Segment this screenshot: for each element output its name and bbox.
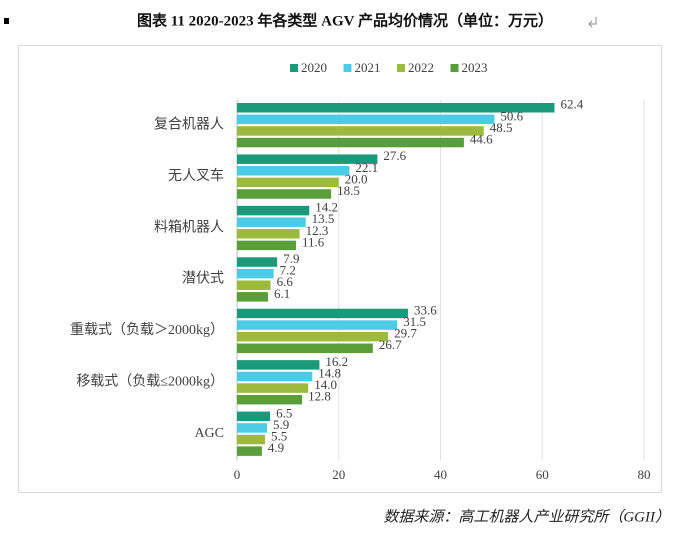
- value-label: 5.5: [271, 429, 287, 444]
- value-label: 6.5: [276, 405, 292, 420]
- value-label: 4.9: [268, 440, 284, 455]
- bar: [237, 268, 274, 279]
- legend-label: 2021: [355, 60, 381, 75]
- bar: [237, 360, 320, 370]
- bar: [237, 154, 378, 164]
- bar: [237, 205, 310, 216]
- bar: [237, 114, 495, 125]
- value-label: 13.5: [312, 211, 335, 226]
- bar: [237, 240, 297, 251]
- return-mark: [588, 17, 597, 28]
- legend-label: 2020: [301, 60, 327, 75]
- bar: [237, 257, 278, 267]
- legend-swatch: [450, 64, 459, 72]
- value-label: 14.8: [318, 365, 341, 380]
- bar: [237, 217, 306, 227]
- value-label: 29.7: [394, 326, 417, 341]
- chart-frame: [18, 45, 662, 493]
- bar: [237, 177, 339, 188]
- bar: [237, 383, 309, 393]
- y-tick-label: 料箱机器人: [154, 219, 224, 235]
- value-label: 44.6: [470, 132, 493, 147]
- value-label: 27.6: [383, 148, 406, 163]
- bar: [237, 189, 332, 199]
- value-label: 31.5: [403, 314, 426, 329]
- value-label: 33.6: [414, 302, 437, 317]
- y-tick-label: 无人叉车: [168, 167, 224, 184]
- y-tick-label: 重载式（负载＞2000kg）: [70, 322, 224, 338]
- bar: [237, 137, 464, 148]
- legend-swatch: [343, 64, 352, 72]
- value-label: 6.6: [277, 274, 294, 289]
- value-label: 18.5: [337, 183, 360, 198]
- bar: [237, 411, 271, 422]
- value-label: 7.9: [283, 251, 299, 266]
- source: 数据来源：高工机器人产业研究所（GGII）: [383, 508, 670, 525]
- x-tick-label: 40: [434, 467, 447, 482]
- bar: [237, 320, 398, 330]
- bar: [237, 371, 313, 382]
- bar: [237, 308, 408, 319]
- bar: [237, 166, 350, 176]
- value-label: 20.0: [345, 171, 368, 186]
- bar: [237, 446, 262, 456]
- bar: [237, 394, 303, 405]
- bullet: [4, 18, 9, 24]
- bar: [237, 292, 269, 302]
- bar: [237, 126, 484, 136]
- value-label: 11.6: [302, 234, 325, 249]
- bar: [237, 343, 373, 354]
- bar: [237, 229, 300, 239]
- value-label: 14.2: [315, 200, 338, 215]
- value-label: 48.5: [490, 120, 513, 135]
- value-label: 26.7: [379, 337, 402, 352]
- x-tick-label: 20: [332, 467, 345, 482]
- y-tick-label: AGC: [194, 426, 224, 441]
- y-tick-label: 移载式（负载≤2000kg）: [76, 374, 224, 390]
- value-label: 22.1: [355, 160, 378, 175]
- x-tick-label: 60: [536, 467, 549, 482]
- legend-swatch: [290, 64, 298, 72]
- y-tick-label: 潜伏式: [182, 271, 224, 287]
- chart-title: 图表 11 2020-2023 年各类型 AGV 产品均价情况（单位：万元）: [137, 11, 553, 29]
- value-label: 14.0: [314, 377, 337, 392]
- value-label: 12.8: [308, 389, 331, 404]
- bar: [237, 331, 389, 342]
- legend-label: 2022: [408, 60, 434, 75]
- bar: [237, 103, 555, 113]
- value-label: 62.4: [560, 97, 583, 112]
- bar: [237, 423, 268, 433]
- value-label: 50.6: [500, 108, 523, 123]
- legend-label: 2023: [462, 60, 488, 75]
- value-label: 5.9: [273, 417, 289, 432]
- value-label: 6.1: [274, 286, 290, 301]
- legend-swatch: [397, 64, 405, 72]
- bar: [237, 280, 271, 290]
- y-tick-label: 复合机器人: [154, 115, 224, 132]
- x-tick-label: 0: [234, 467, 241, 482]
- value-label: 7.2: [280, 263, 296, 278]
- value-label: 12.3: [306, 223, 329, 238]
- bar: [237, 434, 265, 445]
- x-tick-label: 80: [638, 467, 651, 482]
- value-label: 16.2: [325, 354, 348, 369]
